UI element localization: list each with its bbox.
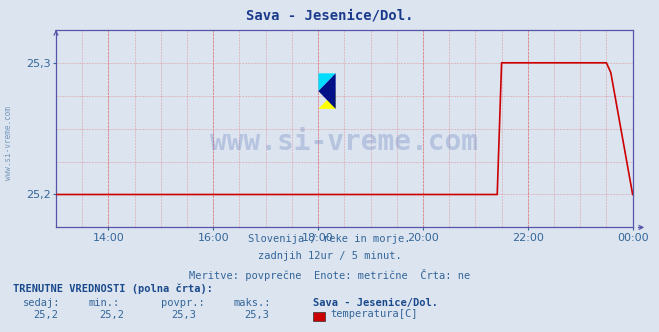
Polygon shape [318, 73, 335, 109]
Text: Slovenija / reke in morje.: Slovenija / reke in morje. [248, 234, 411, 244]
Text: www.si-vreme.com: www.si-vreme.com [210, 128, 478, 156]
Text: TRENUTNE VREDNOSTI (polna črta):: TRENUTNE VREDNOSTI (polna črta): [13, 283, 213, 294]
Text: Sava - Jesenice/Dol.: Sava - Jesenice/Dol. [246, 8, 413, 22]
Polygon shape [318, 73, 335, 91]
Text: 25,3: 25,3 [244, 310, 269, 320]
Polygon shape [318, 91, 335, 109]
Text: Sava - Jesenice/Dol.: Sava - Jesenice/Dol. [313, 298, 438, 308]
Text: povpr.:: povpr.: [161, 298, 205, 308]
Text: 25,3: 25,3 [171, 310, 196, 320]
Text: www.si-vreme.com: www.si-vreme.com [4, 106, 13, 180]
Text: temperatura[C]: temperatura[C] [330, 309, 418, 319]
Text: Meritve: povprečne  Enote: metrične  Črta: ne: Meritve: povprečne Enote: metrične Črta:… [189, 269, 470, 281]
Text: maks.:: maks.: [234, 298, 272, 308]
Text: sedaj:: sedaj: [23, 298, 61, 308]
Text: min.:: min.: [89, 298, 120, 308]
Text: 25,2: 25,2 [33, 310, 58, 320]
Text: zadnjih 12ur / 5 minut.: zadnjih 12ur / 5 minut. [258, 251, 401, 261]
Text: 25,2: 25,2 [99, 310, 124, 320]
